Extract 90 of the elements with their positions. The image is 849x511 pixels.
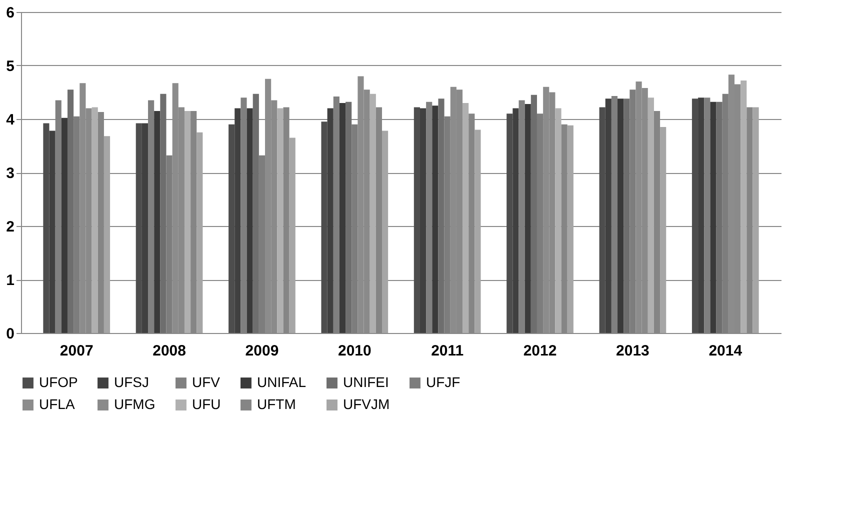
x-tick-label: 2010: [338, 342, 372, 360]
bar: [704, 98, 710, 333]
x-tick-label: 2012: [523, 342, 557, 360]
legend-label: UNIFAL: [257, 374, 306, 390]
bar: [370, 94, 376, 333]
bar: [49, 130, 56, 333]
bar: [67, 90, 74, 333]
bar: [43, 123, 50, 333]
bar: [605, 98, 612, 333]
bar: [599, 107, 606, 333]
legend-label: UFSJ: [114, 374, 149, 390]
y-tick-label: 1: [6, 272, 14, 289]
bar: [327, 108, 334, 333]
bar: [660, 127, 666, 333]
y-tick-label: 4: [6, 112, 16, 128]
bar: [506, 114, 513, 333]
bar: [154, 110, 160, 333]
bar: [752, 107, 759, 333]
legend-label: UFU: [192, 396, 221, 412]
bar: [716, 102, 722, 333]
bar: [61, 118, 68, 333]
bar: [160, 94, 166, 333]
bar: [136, 123, 142, 333]
bar: [512, 108, 519, 333]
bar: [252, 94, 259, 333]
legend-label: UFJF: [426, 374, 460, 390]
y-tick-label: 5: [6, 58, 14, 75]
bar: [92, 107, 98, 333]
bar: [414, 107, 420, 333]
x-tick-label: 2011: [431, 342, 464, 360]
bar: [321, 122, 328, 333]
bar: [382, 130, 388, 333]
bar: [432, 106, 438, 333]
bar: [474, 130, 481, 333]
bar: [420, 108, 426, 333]
bar: [561, 124, 568, 333]
x-tick-label: 2007: [60, 342, 94, 360]
bar: [722, 94, 728, 333]
bar: [444, 116, 450, 333]
bar: [524, 104, 531, 333]
bar: [648, 98, 654, 333]
bar: [240, 98, 247, 333]
bar: [740, 80, 747, 333]
legend-label: UFV: [192, 374, 221, 390]
bar: [277, 108, 284, 333]
bar: [618, 98, 624, 333]
x-tick-label: 2013: [616, 342, 650, 360]
x-tick-label: 2008: [152, 342, 186, 360]
y-tick-label: 3: [6, 165, 14, 182]
bar: [352, 124, 358, 333]
y-tick-label: 6: [6, 4, 14, 22]
bar: [426, 102, 432, 333]
bar: [246, 108, 253, 333]
bar: [692, 98, 698, 333]
legend-label: UFTM: [257, 396, 296, 412]
bar: [530, 94, 537, 333]
bar: [74, 116, 80, 333]
x-tick-label: 2014: [708, 342, 743, 360]
bar: [611, 96, 618, 333]
legend-label: UFMG: [114, 396, 156, 412]
bar: [710, 102, 716, 333]
bar: [339, 102, 346, 333]
bar: [228, 124, 235, 333]
bar: [567, 125, 574, 333]
legend-label: UFVJM: [343, 396, 390, 412]
bar: [346, 102, 352, 333]
bar: [698, 98, 704, 333]
bar: [536, 114, 544, 333]
bar: [518, 100, 525, 333]
legend-label: UFLA: [39, 396, 76, 412]
bar: [142, 123, 148, 333]
y-tick-label: 0: [6, 326, 14, 342]
bar: [166, 155, 172, 333]
legend-label: UNIFEI: [343, 374, 389, 390]
bar: [184, 110, 191, 333]
bar: [289, 138, 296, 333]
bar: [104, 136, 110, 333]
bar: [333, 96, 340, 333]
y-tick-label: 2: [6, 218, 14, 236]
x-tick-label: 2009: [245, 342, 279, 360]
bar: [438, 98, 444, 333]
bar: [234, 108, 241, 333]
bar: [462, 102, 469, 333]
bar: [196, 132, 203, 333]
bar: [624, 98, 630, 333]
bar: [630, 90, 636, 333]
bar: [258, 155, 266, 333]
bar: [746, 107, 753, 333]
bar: [555, 108, 562, 333]
legend-label: UFOP: [39, 374, 78, 390]
